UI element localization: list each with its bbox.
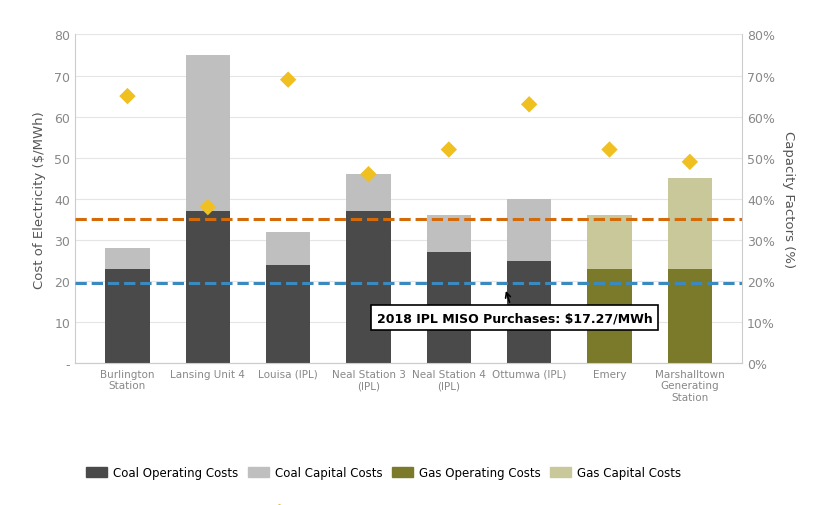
Bar — [668, 269, 712, 364]
Bar — [427, 216, 471, 253]
Bar — [105, 269, 149, 364]
Bar — [587, 269, 631, 364]
Point — [442, 146, 455, 154]
Text: 2018 IPL MISO Purchases: $17.27/MWh: 2018 IPL MISO Purchases: $17.27/MWh — [376, 293, 652, 324]
Y-axis label: Cost of Electricity ($/MWh): Cost of Electricity ($/MWh) — [33, 111, 46, 288]
Bar — [266, 232, 310, 265]
Bar — [266, 265, 310, 364]
Bar — [346, 212, 390, 364]
Point — [603, 146, 616, 154]
Bar — [105, 248, 149, 269]
Legend: Solar PPA, Wind PPA, Capacity Factor: Solar PPA, Wind PPA, Capacity Factor — [81, 501, 392, 505]
Bar — [186, 56, 230, 212]
Bar — [507, 261, 551, 364]
Y-axis label: Capacity Factors (%): Capacity Factors (%) — [781, 131, 795, 268]
Point — [282, 76, 295, 84]
Bar — [427, 253, 471, 364]
Point — [683, 159, 696, 167]
Bar — [507, 199, 551, 261]
Point — [522, 101, 535, 109]
Bar — [186, 212, 230, 364]
Point — [121, 93, 134, 101]
Bar — [668, 179, 712, 269]
Bar — [346, 175, 390, 212]
Point — [362, 171, 375, 179]
Point — [201, 204, 214, 212]
Bar — [587, 216, 631, 269]
